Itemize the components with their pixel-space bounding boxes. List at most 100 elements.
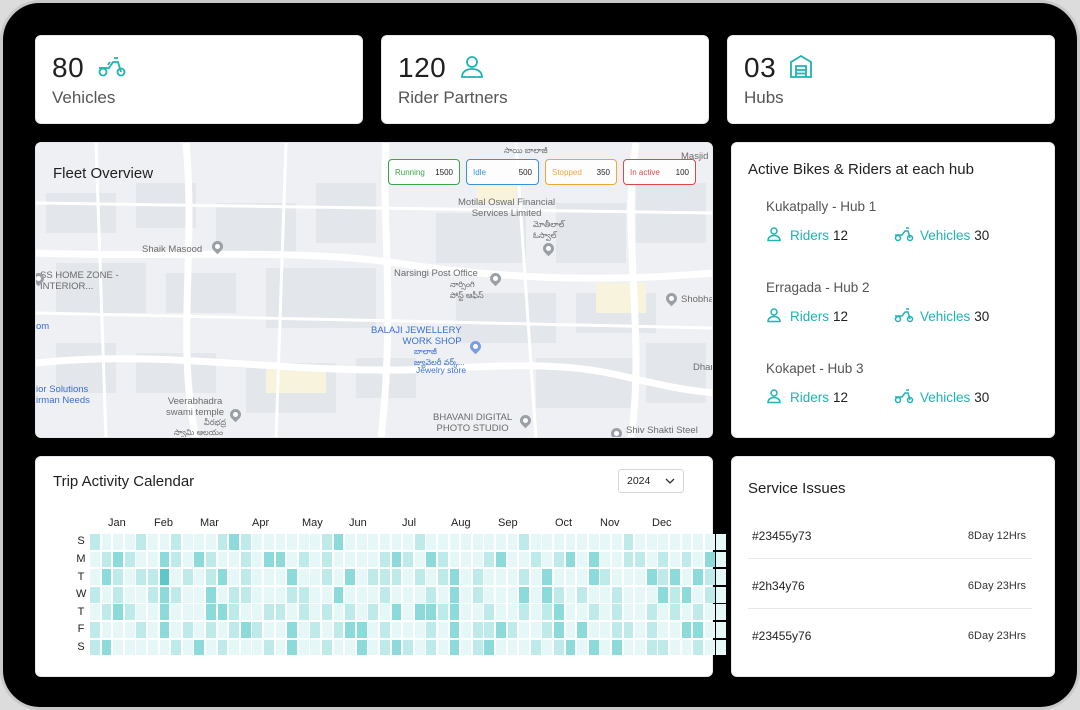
activity-cell[interactable] [635,586,645,603]
activity-cell[interactable] [322,586,332,603]
activity-cell[interactable] [229,604,239,621]
activity-cell[interactable] [310,569,321,585]
activity-cell[interactable] [530,622,541,638]
activity-cell[interactable] [635,569,645,585]
activity-cell[interactable] [264,639,274,656]
activity-cell[interactable] [554,534,564,550]
activity-cell[interactable] [275,551,286,568]
activity-cell[interactable] [542,604,553,621]
activity-cell[interactable] [507,551,518,568]
activity-cell[interactable] [438,639,448,656]
activity-cell[interactable] [577,622,587,638]
activity-cell[interactable] [658,604,669,621]
activity-cell[interactable] [449,639,460,656]
activity-cell[interactable] [101,534,112,550]
activity-cell[interactable] [194,551,205,568]
activity-cell[interactable] [565,586,576,603]
activity-cell[interactable] [670,551,680,568]
activity-cell[interactable] [380,569,390,585]
activity-cell[interactable] [438,586,448,603]
activity-cell[interactable] [519,622,529,638]
service-issue-row[interactable]: #23455y76 6Day 23Hrs [748,611,1032,661]
activity-cell[interactable] [264,569,274,585]
activity-cell[interactable] [670,569,680,585]
activity-cell[interactable] [356,534,367,550]
activity-cell[interactable] [461,639,471,656]
activity-cell[interactable] [310,622,321,638]
activity-cell[interactable] [623,551,634,568]
activity-cell[interactable] [217,534,228,550]
activity-cell[interactable] [206,604,216,621]
activity-cell[interactable] [287,586,297,603]
activity-cell[interactable] [182,622,193,638]
activity-cell[interactable] [449,604,460,621]
activity-cell[interactable] [623,639,634,656]
activity-cell[interactable] [333,586,344,603]
activity-cell[interactable] [171,622,181,638]
activity-cell[interactable] [612,534,622,550]
activity-cell[interactable] [449,551,460,568]
activity-cell[interactable] [507,586,518,603]
activity-cell[interactable] [333,551,344,568]
activity-cell[interactable] [588,604,599,621]
activity-cell[interactable] [554,622,564,638]
hub-vehicles[interactable]: Vehicles 30 [894,388,989,407]
activity-cell[interactable] [530,639,541,656]
activity-cell[interactable] [275,534,286,550]
activity-cell[interactable] [403,569,413,585]
activity-cell[interactable] [716,622,727,638]
activity-cell[interactable] [716,534,727,550]
activity-cell[interactable] [159,604,170,621]
activity-cell[interactable] [136,551,147,568]
activity-cell[interactable] [264,586,274,603]
activity-cell[interactable] [159,569,170,585]
activity-cell[interactable] [159,551,170,568]
map-background[interactable] [36,143,713,438]
activity-cell[interactable] [600,586,611,603]
activity-cell[interactable] [484,639,495,656]
activity-cell[interactable] [530,534,541,550]
activity-cell[interactable] [554,569,564,585]
activity-cell[interactable] [182,569,193,585]
activity-cell[interactable] [229,586,239,603]
activity-cell[interactable] [287,534,297,550]
activity-cell[interactable] [171,551,181,568]
activity-cell[interactable] [275,569,286,585]
activity-cell[interactable] [206,639,216,656]
activity-cell[interactable] [414,586,425,603]
activity-cell[interactable] [136,622,147,638]
activity-cell[interactable] [565,551,576,568]
activity-cell[interactable] [171,586,181,603]
activity-cell[interactable] [403,639,413,656]
activity-cell[interactable] [240,551,251,568]
activity-cell[interactable] [148,586,158,603]
activity-cell[interactable] [368,622,379,638]
activity-cell[interactable] [519,639,529,656]
activity-cell[interactable] [530,604,541,621]
service-issue-row[interactable]: #2h34y76 6Day 23Hrs [748,561,1032,611]
activity-cell[interactable] [264,604,274,621]
activity-cell[interactable] [356,551,367,568]
activity-cell[interactable] [217,586,228,603]
activity-cell[interactable] [206,534,216,550]
activity-cell[interactable] [693,534,703,550]
activity-cell[interactable] [136,534,147,550]
activity-cell[interactable] [380,534,390,550]
activity-cell[interactable] [658,586,669,603]
activity-cell[interactable] [496,604,506,621]
activity-cell[interactable] [391,534,402,550]
activity-cell[interactable] [287,604,297,621]
activity-cell[interactable] [217,569,228,585]
activity-cell[interactable] [264,622,274,638]
hub-vehicles[interactable]: Vehicles 30 [894,226,989,245]
activity-cell[interactable] [658,534,669,550]
activity-cell[interactable] [298,639,309,656]
activity-cell[interactable] [298,551,309,568]
activity-cell[interactable] [148,639,158,656]
activity-cell[interactable] [507,639,518,656]
activity-cell[interactable] [496,569,506,585]
activity-cell[interactable] [206,586,216,603]
activity-cell[interactable] [148,569,158,585]
activity-cell[interactable] [577,604,587,621]
activity-cell[interactable] [380,622,390,638]
